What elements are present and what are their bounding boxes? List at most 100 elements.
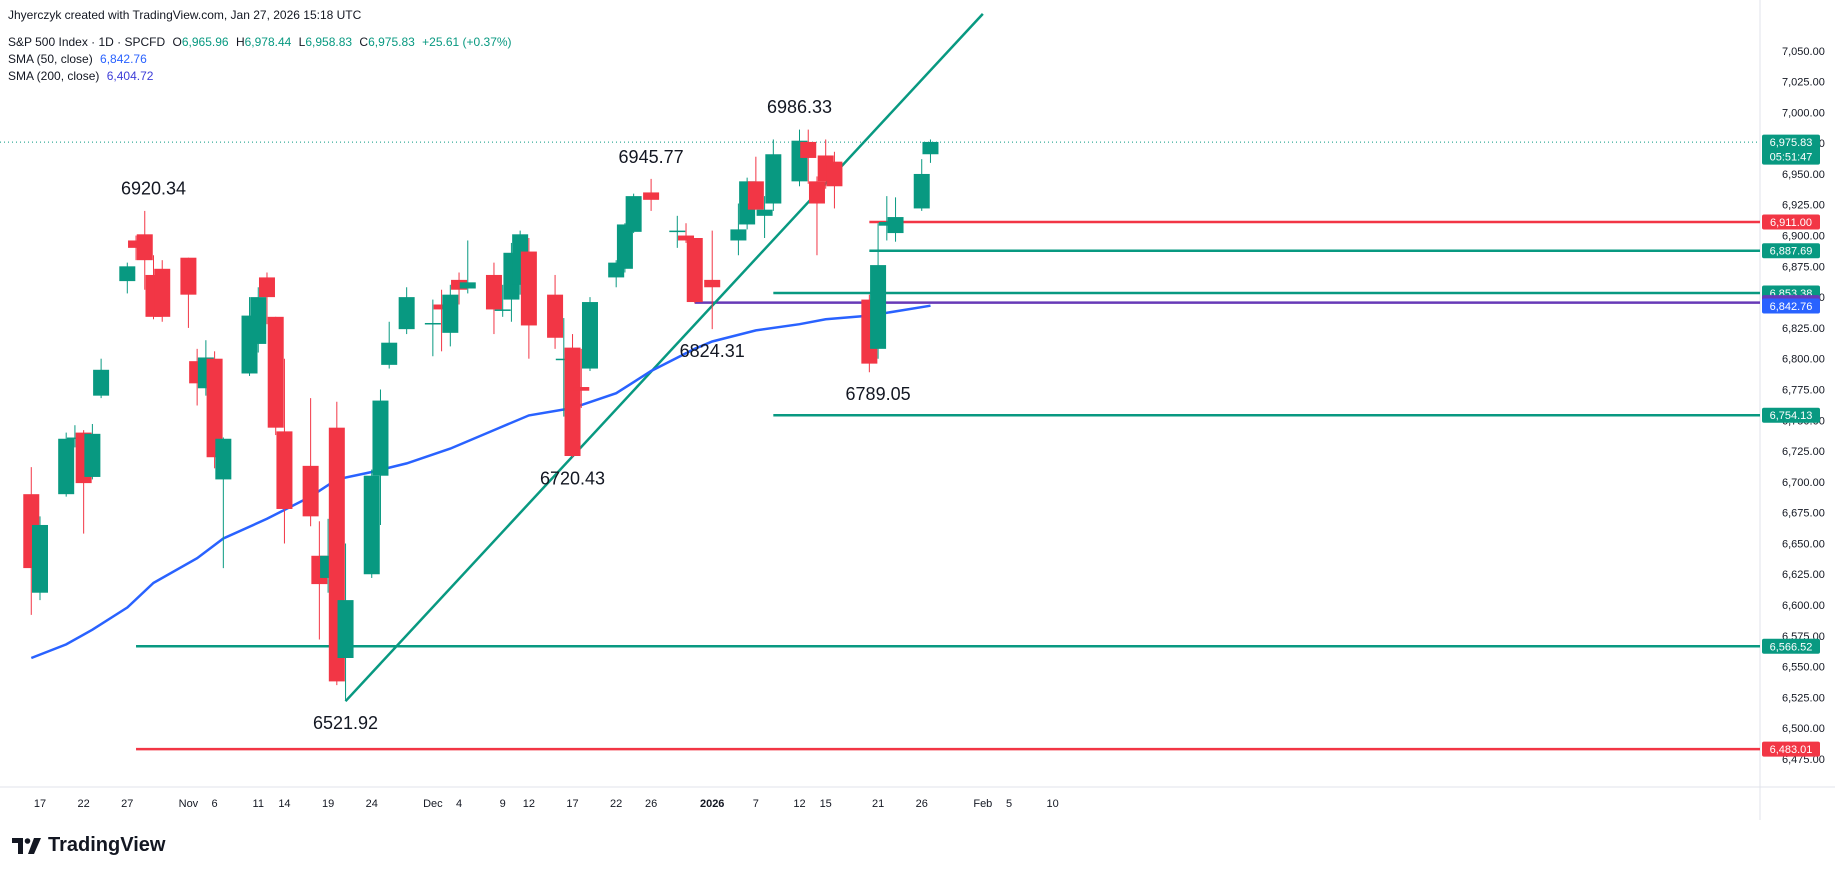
- ohlc-high: H6,978.44: [235, 35, 292, 49]
- candle: [564, 334, 581, 458]
- ohlc-change: +25.61 (+0.37%): [422, 35, 512, 49]
- ohlc-low: L6,958.83: [298, 35, 353, 49]
- time-tick-label: 10: [1047, 798, 1059, 810]
- price-tick-label: 7,025.00: [1782, 77, 1825, 89]
- candle: [808, 176, 825, 256]
- price-badge-label: 6,483.01: [1770, 744, 1813, 756]
- price-annotation: 6789.05: [846, 384, 911, 404]
- candle-body: [459, 282, 476, 289]
- time-tick-label: 26: [916, 798, 928, 810]
- candle-body: [154, 268, 171, 317]
- time-tick-label: 2026: [700, 798, 724, 810]
- candle-body: [756, 209, 773, 216]
- price-badge-label: 6,842.76: [1770, 301, 1813, 313]
- price-tick-label: 7,050.00: [1782, 46, 1825, 58]
- time-axis: 17 22 27 Nov 6 11 14 19 24 Dec 4 9 12 17 22 26 2026 7 12 15…: [34, 798, 1059, 810]
- price-annotation: 6945.77: [619, 147, 684, 167]
- candle-body: [573, 387, 590, 391]
- candle: [206, 351, 223, 469]
- candle-body: [643, 192, 660, 200]
- candle: [66, 425, 83, 448]
- sma50-value: 6,842.76: [100, 52, 147, 66]
- candle: [756, 196, 773, 239]
- candle: [459, 240, 476, 294]
- candle-body: [616, 224, 633, 269]
- price-tick-label: 6,650.00: [1782, 538, 1825, 550]
- candle: [581, 297, 598, 372]
- price-badge: [1762, 214, 1820, 230]
- time-tick-label: 26: [645, 798, 657, 810]
- candle-body: [267, 316, 284, 428]
- candle-body: [442, 294, 459, 333]
- candle: [302, 398, 319, 527]
- legend-sma200[interactable]: SMA (200, close) 6,404.72: [8, 69, 157, 83]
- candle-body: [372, 400, 389, 476]
- price-tick-label: 6,600.00: [1782, 600, 1825, 612]
- ohlc-open: O6,965.96: [172, 35, 229, 49]
- candle: [258, 272, 275, 325]
- candle-body: [119, 266, 136, 282]
- time-tick-label: 12: [523, 798, 535, 810]
- tradingview-logo[interactable]: TradingView: [12, 834, 165, 857]
- ohlc-close: C6,975.83: [359, 35, 415, 49]
- price-badge: [1762, 298, 1820, 314]
- candle: [58, 432, 75, 497]
- candle: [520, 238, 537, 359]
- candle-body: [66, 437, 83, 440]
- price-tick-label: 6,950.00: [1782, 169, 1825, 181]
- candle-body: [398, 297, 415, 330]
- candle: [424, 299, 441, 357]
- candle-body: [276, 431, 293, 509]
- candle-body: [451, 279, 468, 290]
- candle: [704, 230, 721, 330]
- chart-credit: Jhyerczyk created with TradingView.com, …: [8, 8, 365, 22]
- candle-body: [765, 154, 782, 204]
- candle: [765, 139, 782, 211]
- candle-body: [625, 196, 642, 232]
- candle: [870, 223, 887, 359]
- candle: [800, 129, 817, 184]
- candles: [23, 129, 939, 702]
- candle-body: [564, 347, 581, 457]
- sma200-label: SMA (200, close): [8, 69, 100, 83]
- candle-body: [581, 302, 598, 369]
- time-tick-label: 12: [793, 798, 805, 810]
- candle: [494, 284, 511, 317]
- legend-sma50[interactable]: SMA (50, close) 6,842.76: [8, 52, 151, 66]
- price-annotation: 6720.43: [540, 469, 605, 489]
- price-annotation: 6986.33: [767, 97, 832, 117]
- price-tick-label: 6,900.00: [1782, 231, 1825, 243]
- candle-body: [136, 234, 153, 261]
- sma50-line: [30, 304, 931, 660]
- candle-body: [215, 438, 232, 480]
- candle: [267, 316, 284, 436]
- tradingview-logo-icon: [12, 837, 41, 854]
- price-tick-label: 6,550.00: [1782, 662, 1825, 674]
- time-tick-label: 19: [322, 798, 334, 810]
- candle-body: [686, 238, 703, 303]
- time-tick-label: 4: [456, 798, 462, 810]
- candle: [878, 196, 895, 241]
- time-tick-label: 17: [34, 798, 46, 810]
- time-tick-label: 22: [610, 798, 622, 810]
- price-annotations: 6920.34 6521.92 6945.77 6720.43 6986.33 6824.…: [121, 97, 911, 733]
- candle-body: [870, 265, 887, 349]
- candle: [451, 272, 468, 305]
- time-tick-label: 24: [366, 798, 378, 810]
- price-tick-label: 6,700.00: [1782, 477, 1825, 489]
- candle-body: [93, 369, 110, 396]
- candle: [625, 193, 642, 234]
- time-tick-label: Dec: [423, 798, 443, 810]
- logo-text: TradingView: [48, 834, 166, 856]
- symbol-name[interactable]: S&P 500 Index · 1D · SPCFD: [8, 35, 166, 49]
- candle: [887, 197, 904, 242]
- price-tick-label: 6,800.00: [1782, 354, 1825, 366]
- price-badge: [1762, 243, 1820, 259]
- price-tick-label: 6,825.00: [1782, 323, 1825, 335]
- price-annotation: 6920.34: [121, 178, 186, 198]
- price-tick-label: 6,725.00: [1782, 446, 1825, 458]
- price-tick-label: 7,000.00: [1782, 107, 1825, 119]
- candle-body: [302, 465, 319, 517]
- price-badge: [1762, 638, 1820, 654]
